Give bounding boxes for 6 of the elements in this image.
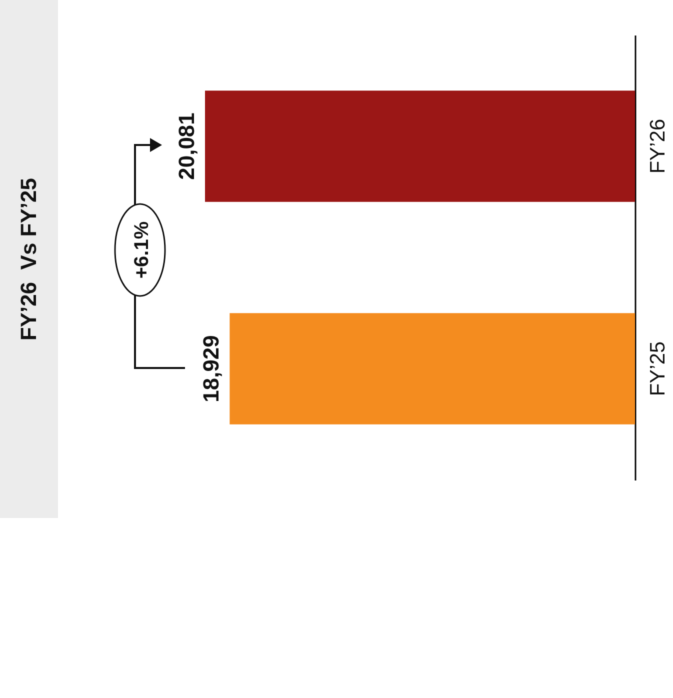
text: FY’26 Vs FY’25 [16,178,42,340]
y-tick-label: FY’25 [646,341,670,396]
data-label: 20,081 [174,112,199,180]
y-tick-label: FY’26 [646,118,670,174]
text: +6.1% [131,221,153,279]
data-label: 18,929 [198,335,224,402]
